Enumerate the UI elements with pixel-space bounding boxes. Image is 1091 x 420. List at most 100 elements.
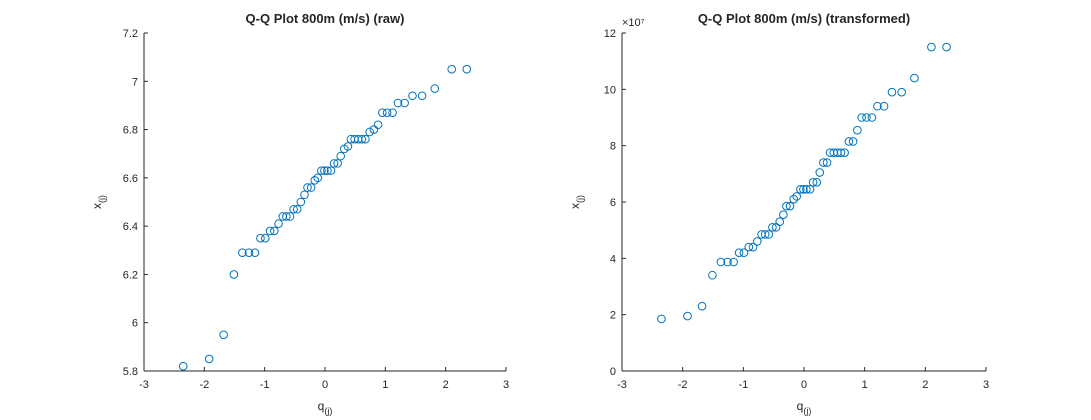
chart-raw-x-tick-label: 0 [322,379,328,391]
chart-raw-data-point [361,134,370,144]
chart-raw-data-point [296,197,306,207]
chart-raw-data-point [400,98,409,108]
chart-transformed-data-point [844,137,854,146]
chart-transformed-data-point [782,201,791,211]
chart-transformed-data-point [799,185,808,194]
chart-transformed-x-label-main: q [797,399,804,413]
chart-raw-data-point [270,226,279,236]
chart-transformed-x-tick-label: 2 [922,379,928,391]
chart-raw-y-tick-label: 5.8 [123,366,138,378]
chart-raw-data-point [369,125,379,134]
chart-transformed-data-point [697,301,707,311]
chart-transformed-data-point [764,230,774,239]
chart-raw-data-point [282,212,291,221]
chart-transformed-y-tick-label: 8 [610,141,616,153]
chart-transformed-data-point [729,257,738,267]
chart-raw-y-tick-label: 6.8 [123,125,138,137]
chart-raw-y-tick-label: 6 [132,318,138,330]
chart-raw-x-tick-label: 3 [503,379,509,391]
chart-transformed-data-point [785,201,795,211]
chart-transformed-x-tick-label: 1 [862,379,868,391]
chart-raw-y-label-main: x [90,203,104,209]
chart-raw-data-point [256,233,265,243]
chart-transformed-y-tick-label: 2 [610,310,616,322]
chart-raw-x-tick-label: -3 [139,379,149,391]
chart-raw-data-point [238,248,247,257]
chart-raw-data-point [289,204,298,214]
chart-raw-data-point [373,120,383,130]
chart-raw-y-label: x(j) [90,195,107,209]
chart-raw-y-tick-label: 6.4 [123,221,138,233]
chart-transformed-data-point [848,137,858,146]
chart-raw-data-point [388,108,397,117]
chart-transformed-y-label-subscript: (j) [575,195,585,203]
chart-transformed-data-point [812,177,822,187]
chart-raw-data-point [285,212,295,221]
chart-transformed-data-point [819,158,828,167]
chart-transformed-y-tick-label: 12 [604,28,616,40]
chart-raw-x-tick-label: 1 [382,379,388,391]
chart-raw-y-tick-label: 6.2 [123,269,138,281]
chart-raw-x-label: q(j) [318,399,333,416]
chart-transformed-data-point [716,257,726,267]
chart-raw-data-point [274,219,283,229]
chart-transformed-data-point [789,194,798,204]
chart-raw-data-point [229,270,239,279]
chart-raw-data-point [219,330,228,340]
chart-raw-data-point [204,354,214,364]
chart-transformed-y-label: x(j) [568,195,585,209]
qq-plot-raw-panel: -3 -2 -1 0 1 2 3 5.8 6 6.2 6.4 6.6 6.8 7 7.2 Q-Q Plot 8… [90,11,509,416]
chart-transformed-data-point [853,125,862,135]
chart-raw-data-point [303,183,312,192]
chart-raw-data-point [310,175,320,185]
chart-transformed-data-point [927,42,936,52]
chart-raw-data-point [260,233,270,243]
chart-raw-data-point [393,98,403,108]
chart-raw-title: Q-Q Plot 800m (m/s) (raw) [246,11,405,26]
chart-raw-x-tick-label: -1 [260,379,270,391]
chart-raw-data-point [300,190,309,200]
chart-transformed-y-tick-label: 0 [610,366,616,378]
chart-raw-data-point [382,108,392,117]
chart-transformed-y-label-main: x [568,203,582,209]
chart-raw-data-point [417,91,427,101]
chart-transformed-data-point [796,185,805,194]
chart-raw-data-point [462,64,472,74]
chart-transformed-data-point [802,185,811,194]
chart-raw-x-tick-label: -2 [199,379,209,391]
chart-transformed-data-point [857,113,866,122]
chart-transformed-data-point [808,177,818,187]
chart-transformed-data-point [748,242,758,252]
chart-transformed-data-point [879,101,889,111]
chart-transformed-data-point [760,230,770,239]
chart-raw-data-point [430,84,440,93]
chart-transformed-x-tick-label: -2 [678,379,688,391]
chart-raw-data-point [178,361,188,371]
chart-transformed-data-point [815,168,825,177]
chart-transformed-data-point [768,223,777,232]
chart-raw-data-point [265,226,275,236]
chart-raw-data-point [326,166,336,175]
chart-raw-data-point [378,108,387,117]
chart-transformed-data-point [792,192,802,201]
chart-transformed-data-point [942,42,951,52]
chart-raw-data-point [408,91,417,101]
chart-raw-y-tick-label: 6.6 [123,173,138,185]
chart-raw-y-tick-label: 7 [132,76,138,88]
chart-transformed-x-tick-label: -3 [617,379,627,391]
chart-transformed-data-point [723,257,732,267]
chart-raw-data-point [357,134,367,144]
chart-transformed-x-tick-label: 0 [801,379,807,391]
chart-transformed-x-label: q(j) [797,399,812,416]
chart-transformed-data-point [897,87,906,97]
chart-raw-y-label-subscript: (j) [97,195,107,203]
chart-transformed-data-point [836,148,846,158]
chart-transformed-data-point [708,270,717,280]
chart-raw-data-point [343,142,353,151]
chart-transformed-data-point [752,237,762,246]
chart-transformed-title: Q-Q Plot 800m (m/s) (transformed) [698,11,910,26]
chart-raw-x-label-subscript: (j) [324,406,332,416]
chart-raw-data-point [292,204,302,214]
